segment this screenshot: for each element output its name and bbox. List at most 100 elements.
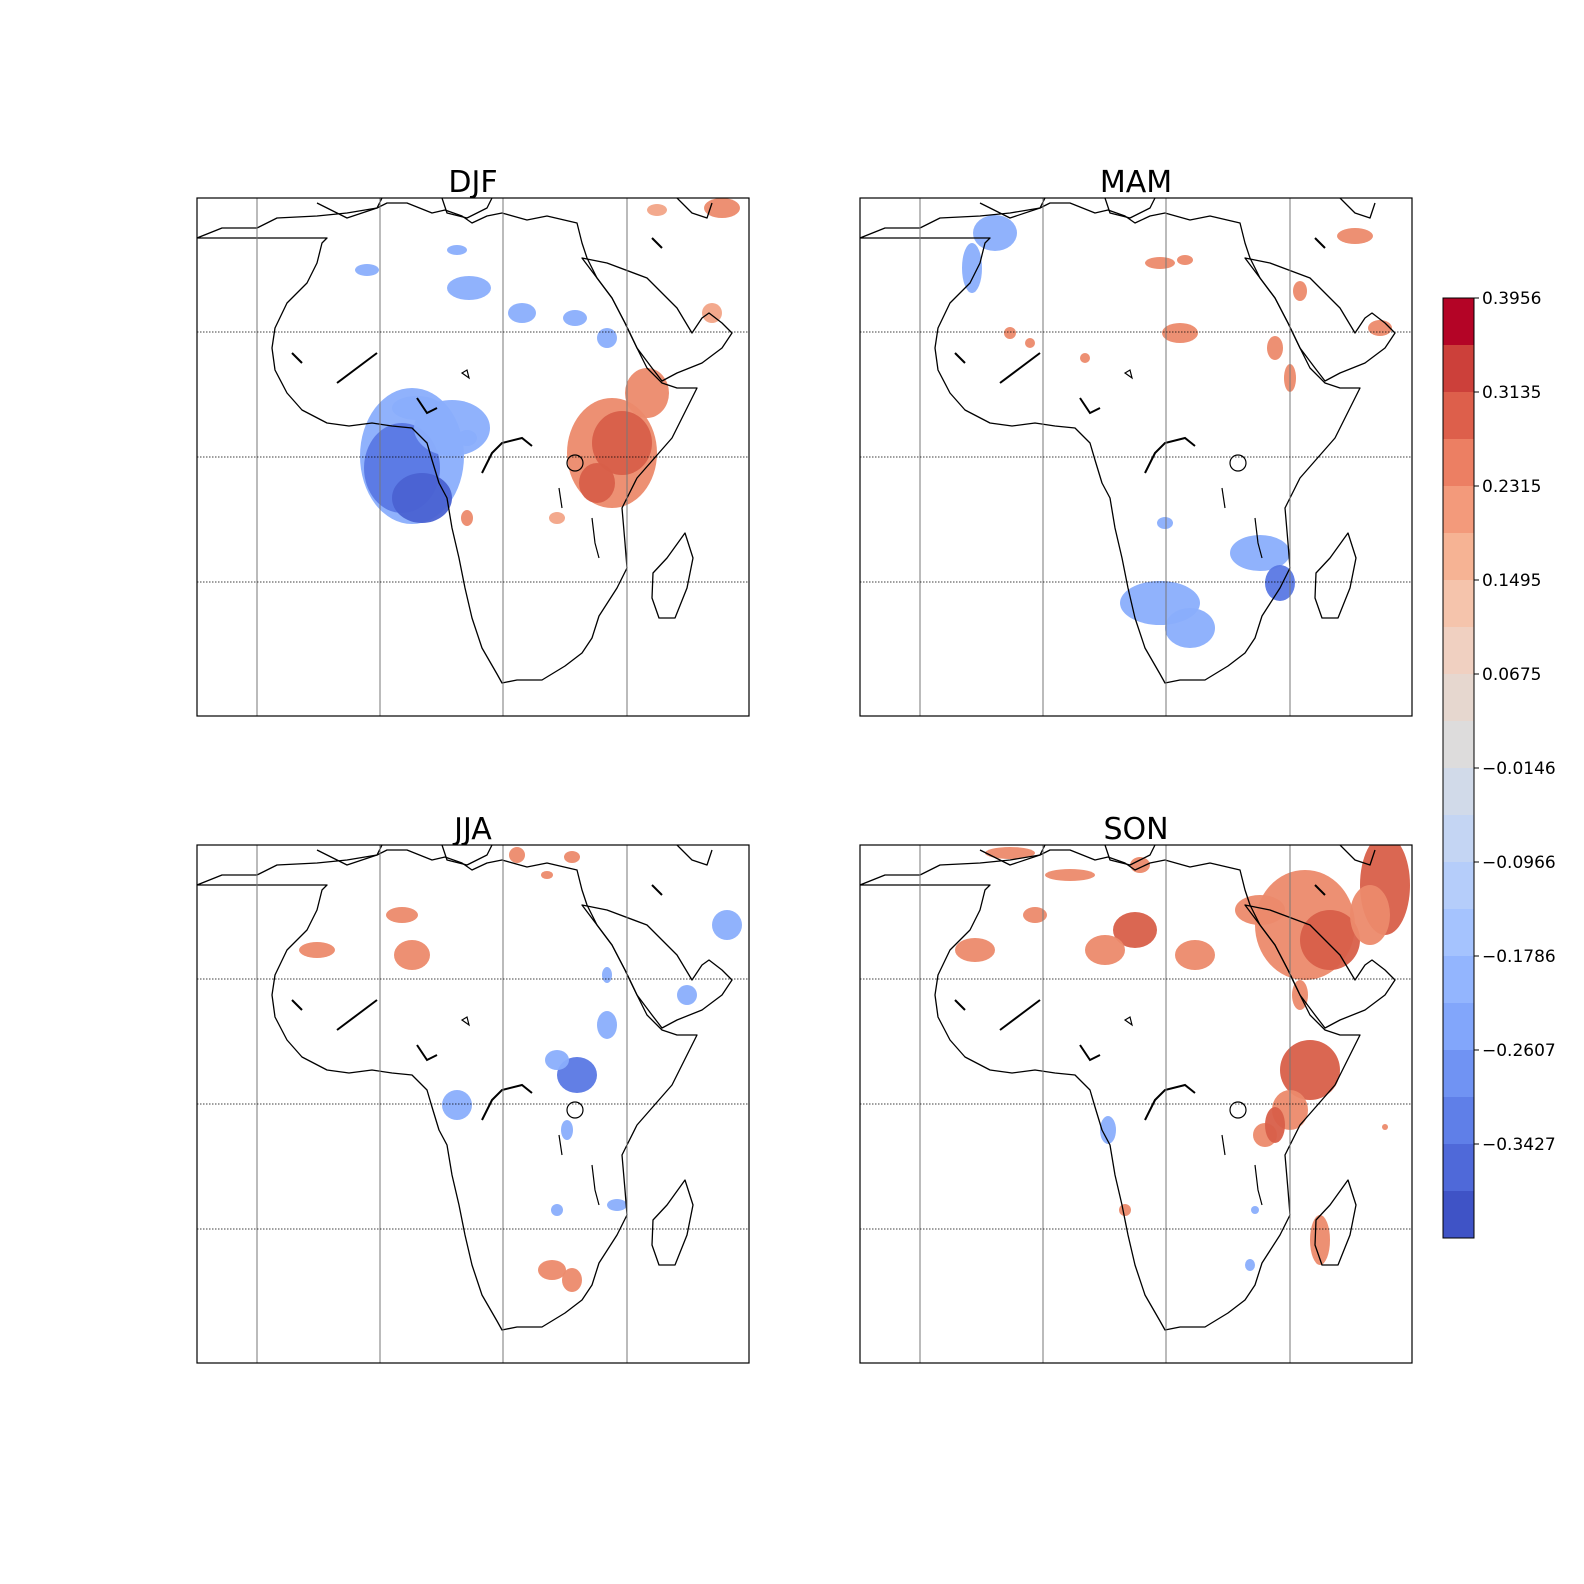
anomaly-patch xyxy=(355,264,379,276)
panel-mam: MAM xyxy=(859,165,1413,717)
anomaly-patch xyxy=(1004,327,1016,339)
anomaly-patch xyxy=(1230,535,1290,571)
anomaly-fields xyxy=(355,198,740,526)
anomaly-patch xyxy=(1251,1206,1259,1214)
colorbar-segment xyxy=(1443,486,1474,534)
colorbar-segment xyxy=(1443,1097,1474,1145)
colorbar-tick-label: −0.3427 xyxy=(1482,1135,1556,1155)
lake-victoria xyxy=(566,454,584,472)
anomaly-patch xyxy=(579,463,615,503)
anomaly-patch xyxy=(1293,281,1307,301)
anomaly-patch xyxy=(1235,895,1285,925)
anomaly-patch xyxy=(973,215,1017,251)
colorbar-segment xyxy=(1443,392,1474,440)
anomaly-patch xyxy=(1045,869,1095,881)
anomaly-patch xyxy=(1025,338,1035,348)
colorbar-segment xyxy=(1443,909,1474,957)
anomaly-patch xyxy=(392,473,452,523)
anomaly-fields xyxy=(299,847,742,1292)
colorbar-segment xyxy=(1443,1191,1474,1239)
colorbar-segment xyxy=(1443,580,1474,628)
anomaly-patch xyxy=(597,328,617,348)
colorbar-segment xyxy=(1443,439,1474,487)
panel-frame xyxy=(196,844,750,1364)
anomaly-patch xyxy=(1162,323,1198,343)
anomaly-fields xyxy=(962,215,1392,648)
anomaly-patch xyxy=(1310,1215,1330,1265)
colorbar-segment xyxy=(1443,956,1474,1004)
anomaly-patch xyxy=(602,967,612,983)
anomaly-patch xyxy=(702,303,722,323)
anomaly-fields xyxy=(955,845,1410,1271)
anomaly-patch xyxy=(985,847,1035,859)
colorbar-tick-label: −0.0966 xyxy=(1482,853,1556,873)
anomaly-patch xyxy=(442,1090,472,1120)
anomaly-patch xyxy=(562,1268,582,1292)
anomaly-patch xyxy=(386,907,418,923)
anomaly-patch xyxy=(1265,1107,1285,1143)
anomaly-patch xyxy=(1100,1116,1116,1144)
anomaly-patch xyxy=(557,1057,597,1093)
colorbar-segment xyxy=(1443,862,1474,910)
anomaly-patch xyxy=(1280,1040,1340,1100)
panel-title-jja: JJA xyxy=(452,812,492,847)
anomaly-patch xyxy=(549,512,565,524)
anomaly-patch xyxy=(299,942,335,958)
colorbar-segment xyxy=(1443,533,1474,581)
anomaly-patch xyxy=(551,1204,563,1216)
graticule xyxy=(197,198,749,716)
colorbar-segment xyxy=(1443,1050,1474,1098)
panel-djf: DJF xyxy=(196,165,750,717)
colorbar-tick-label: −0.1786 xyxy=(1482,947,1556,967)
lake-victoria xyxy=(1229,1101,1247,1119)
anomaly-patch xyxy=(538,1260,566,1280)
anomaly-patch xyxy=(457,430,477,446)
anomaly-patch xyxy=(592,411,652,475)
anomaly-patch xyxy=(955,938,995,962)
anomaly-patch xyxy=(1175,940,1215,970)
anomaly-patch xyxy=(394,940,430,970)
anomaly-patch xyxy=(1245,1259,1255,1271)
panel-title-djf: DJF xyxy=(448,165,497,200)
panel-title-mam: MAM xyxy=(1100,165,1172,200)
anomaly-patch xyxy=(509,847,525,863)
anomaly-patch xyxy=(1119,1204,1131,1216)
graticule xyxy=(197,845,749,1363)
anomaly-patch xyxy=(1177,255,1193,265)
anomaly-patch xyxy=(1080,353,1090,363)
colorbar-tick-label: −0.2607 xyxy=(1482,1041,1556,1061)
colorbar-tick-label: 0.3956 xyxy=(1482,289,1541,309)
anomaly-patch xyxy=(1337,228,1373,244)
colorbar-segment xyxy=(1443,721,1474,769)
colorbar-segment xyxy=(1443,627,1474,675)
anomaly-patch xyxy=(597,1011,617,1039)
colorbar-segment xyxy=(1443,674,1474,722)
panel-frame xyxy=(196,197,750,717)
anomaly-patch xyxy=(447,276,491,300)
rivers xyxy=(291,884,663,1121)
anomaly-patch xyxy=(704,198,740,218)
anomaly-patch xyxy=(545,1050,569,1070)
anomaly-patch xyxy=(1267,336,1283,360)
anomaly-patch xyxy=(508,303,536,323)
colorbar-segment xyxy=(1443,345,1474,393)
anomaly-patch xyxy=(1145,257,1175,269)
colorbar: 0.3956 0.3135 0.2315 0.1495 0.0675 −0.0146 −0.… xyxy=(1442,289,1556,1239)
anomaly-patch xyxy=(625,368,669,418)
anomaly-patch xyxy=(564,851,580,863)
anomaly-patch xyxy=(541,871,553,879)
panel-frame xyxy=(859,197,1413,717)
anomaly-patch xyxy=(1023,907,1047,923)
colorbar-segment xyxy=(1443,815,1474,863)
anomaly-patch xyxy=(1113,912,1157,948)
anomaly-patch xyxy=(561,1120,573,1140)
anomaly-patch xyxy=(607,1199,627,1211)
anomaly-patch xyxy=(461,510,473,526)
anomaly-patch xyxy=(1382,1124,1388,1130)
coastlines xyxy=(197,845,733,1331)
anomaly-patch xyxy=(447,245,467,255)
anomaly-patch xyxy=(392,396,442,420)
panel-son: SON xyxy=(859,812,1413,1364)
anomaly-patch xyxy=(1368,320,1392,336)
